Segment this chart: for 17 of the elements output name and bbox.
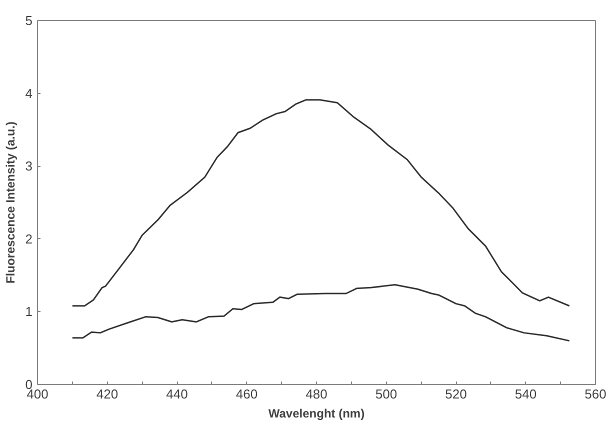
x-tick-label: 440 <box>166 386 188 402</box>
x-axis-title: Wavelenght (nm) <box>268 406 365 420</box>
y-tick-label: 2 <box>25 231 33 246</box>
x-tick-label: 520 <box>445 386 467 402</box>
y-tick-label: 5 <box>25 13 33 28</box>
y-tick-label: 4 <box>25 86 33 101</box>
x-tick-label: 500 <box>375 386 398 402</box>
x-tick-label: 540 <box>514 386 537 402</box>
line-series <box>72 284 570 342</box>
x-tick-label: 560 <box>584 386 606 402</box>
x-tick-label: 480 <box>306 386 328 402</box>
x-tick-label: 460 <box>236 386 258 402</box>
y-axis-title: Fluorescence Intensity (a.u.) <box>3 121 18 284</box>
line-series <box>72 99 570 307</box>
x-tick-label: 420 <box>96 386 118 402</box>
y-tick-label: 1 <box>25 304 33 320</box>
y-tick-label: 3 <box>25 158 33 174</box>
